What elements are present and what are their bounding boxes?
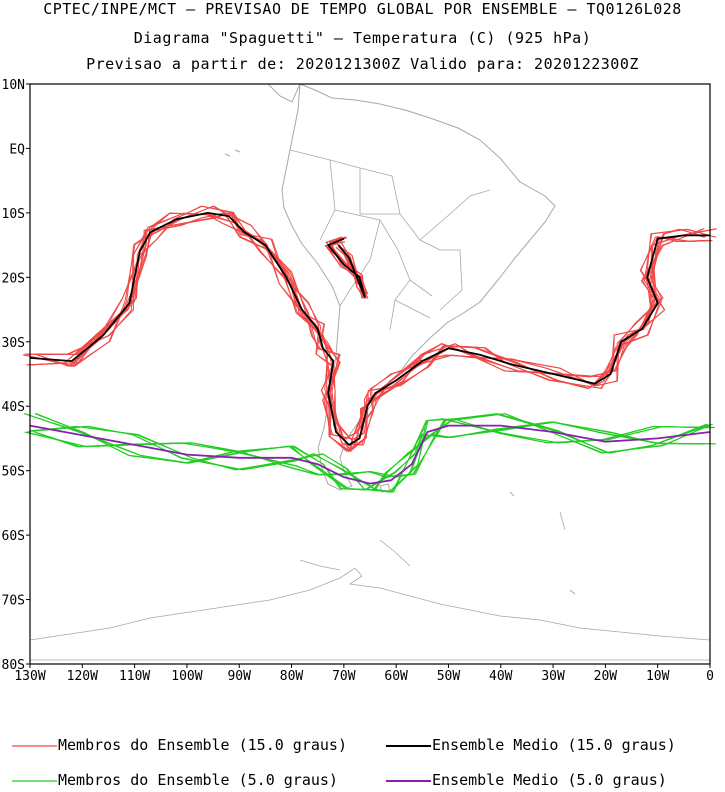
legend-label-members-5: Membros do Ensemble (5.0 graus) [58,771,338,789]
ensemble-member-15-line [32,212,704,452]
south-america-coast [281,83,556,491]
legend-label-mean-5: Ensemble Medio (5.0 graus) [432,771,667,789]
lat-tick-label: 40S [2,400,25,415]
lon-tick-label: 10W [646,669,670,684]
map-frame [29,83,711,665]
ensemble-member-5-line [34,413,705,490]
legend-label-members-15: Membros do Ensemble (15.0 graus) [58,736,347,754]
country-borders [289,149,491,331]
legend-label-mean-15: Ensemble Medio (15.0 graus) [432,736,676,754]
antarctica-coast [29,511,711,661]
ensemble-member-15-line [36,212,709,440]
lat-tick-label: 10S [2,207,25,222]
lon-tick-label: 20W [594,669,618,684]
lat-tick-label: 10N [2,78,25,93]
ensemble-mean-15-line [29,212,710,446]
lon-tick-label: 70W [332,669,356,684]
lon-tick-label: 100W [171,669,202,684]
contour-series [22,205,717,493]
title-line-1: CPTEC/INPE/MCT – PREVISAO DE TEMPO GLOBA… [43,0,682,18]
lon-tick-label: 90W [227,669,251,684]
lat-tick-label: 60S [2,529,25,544]
lon-tick-label: 50W [437,669,461,684]
lon-tick-label: 0 [706,669,714,684]
ensemble-member-15-line [24,212,716,452]
lat-tick-label: 70S [2,594,25,609]
central-america-coast [224,83,301,157]
ensemble-member-5-line [29,418,707,493]
ensemble-mean-5-line [29,424,711,485]
lat-tick-label: EQ [9,142,25,157]
lat-tick-label: 50S [2,465,25,480]
ensemble-member-15-line [327,236,369,295]
lon-tick-label: 30W [541,669,565,684]
ensemble-mean-15-line [327,237,366,298]
lon-tick-label: 40W [489,669,513,684]
lat-tick-label: 80S [2,658,25,673]
lon-tick-label: 130W [14,669,45,684]
title-line-3: Previsao a partir de: 2020121300Z Valido… [86,55,639,73]
title-line-2: Diagrama "Spaguetti" – Temperatura (C) (… [133,29,592,47]
lon-tick-label: 120W [67,669,98,684]
islands [379,483,576,595]
lon-tick-label: 110W [119,669,150,684]
ensemble-member-15-line [26,212,717,452]
axis-ticks [26,83,711,668]
ensemble-member-15-line [30,205,717,446]
lat-tick-label: 30S [2,336,25,351]
lon-tick-label: 60W [384,669,408,684]
lon-tick-label: 80W [280,669,304,684]
lat-tick-label: 20S [2,271,25,286]
